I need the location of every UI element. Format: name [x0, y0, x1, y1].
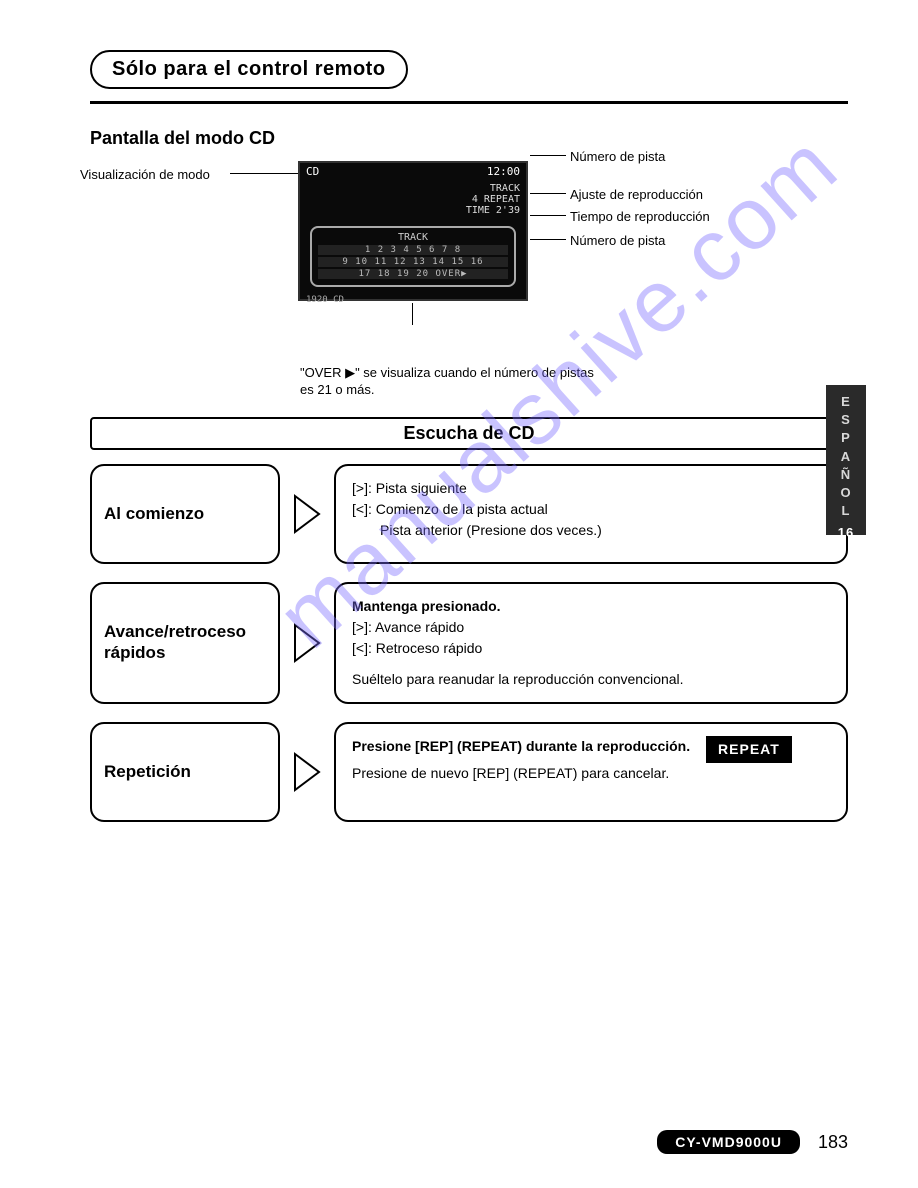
step-name: Avance/retroceso rápidos	[90, 582, 280, 704]
footer: CY-VMD9000U 183	[0, 1130, 918, 1154]
label-play-time: Tiempo de reproducción	[570, 209, 710, 224]
step-line: [<]: Comienzo de la pista actual	[352, 499, 830, 520]
page-number: 183	[818, 1132, 848, 1153]
page-title: Sólo para el control remoto	[112, 58, 386, 80]
label-play-setting: Ajuste de reproducción	[570, 187, 703, 202]
step-row: Repetición Presione [REP] (REPEAT) duran…	[90, 722, 848, 822]
label-track-number-top: Número de pista	[570, 149, 665, 164]
step-line: [>]: Pista siguiente	[352, 478, 830, 499]
lcd-time-value: 2'39	[496, 205, 520, 216]
step-body: Mantenga presionado. [>]: Avance rápido …	[334, 582, 848, 704]
triangle-icon	[290, 722, 324, 822]
lcd-time-label: TIME	[466, 205, 490, 216]
step-row: Avance/retroceso rápidos Mantenga presio…	[90, 582, 848, 704]
triangle-icon	[290, 582, 324, 704]
step-line: Pista anterior (Presione dos veces.)	[380, 520, 602, 541]
label-track-number-box: Número de pista	[570, 233, 665, 248]
lcd-row: 17 18 19 20 OVER▶	[318, 269, 508, 279]
step-name: Repetición	[90, 722, 280, 822]
repeat-badge: REPEAT	[706, 736, 792, 763]
triangle-icon	[290, 464, 324, 564]
lcd-repeat-label: REPEAT	[484, 194, 520, 205]
step-body: [>]: Pista siguiente [<]: Comienzo de la…	[334, 464, 848, 564]
lcd-list-title: TRACK	[318, 232, 508, 243]
step-line: [>]: Avance rápido	[352, 617, 830, 638]
step-line: [<]: Retroceso rápido	[352, 638, 830, 659]
step-bold: Mantenga presionado.	[352, 598, 501, 614]
lcd-screen: CD 12:00 TRACK 4 REPEAT TIME 2'39 TRACK …	[298, 161, 528, 301]
side-tab-letters: ESPAÑOL	[826, 393, 866, 520]
step-body: Presione [REP] (REPEAT) durante la repro…	[334, 722, 848, 822]
language-side-tab: ESPAÑOL 16	[826, 385, 866, 535]
model-badge: CY-VMD9000U	[657, 1130, 800, 1154]
diagram-caption: "OVER ▶" se visualiza cuando el número d…	[300, 365, 600, 399]
lcd-track-label: TRACK	[490, 183, 520, 194]
lcd-row: 1 2 3 4 5 6 7 8	[318, 245, 508, 255]
label-mode-display: Visualización de modo	[80, 167, 210, 182]
lcd-bottom: 1920 CD	[300, 293, 526, 307]
step-line: Presione de nuevo [REP] (REPEAT) para ca…	[352, 763, 830, 784]
page-title-pill: Sólo para el control remoto	[90, 50, 408, 89]
lcd-track-value: 4	[472, 194, 478, 205]
step-row: Al comienzo [>]: Pista siguiente [<]: Co…	[90, 464, 848, 564]
lcd-row: 9 10 11 12 13 14 15 16	[318, 257, 508, 267]
lcd-diagram: Visualización de modo Número de pista Aj…	[90, 155, 848, 355]
side-tab-page: 16	[826, 524, 866, 542]
section2-title: Escucha de CD	[90, 417, 848, 450]
step-bold: Presione [REP] (REPEAT) durante la repro…	[352, 738, 690, 754]
step-tail: Suéltelo para reanudar la reproducción c…	[352, 669, 830, 690]
section1-heading: Pantalla del modo CD	[90, 128, 848, 149]
lcd-mode: CD	[306, 165, 319, 179]
lcd-track-list: TRACK 1 2 3 4 5 6 7 8 9 10 11 12 13 14 1…	[310, 226, 516, 287]
divider	[90, 101, 848, 104]
lcd-clock: 12:00	[487, 165, 520, 179]
step-name: Al comienzo	[90, 464, 280, 564]
